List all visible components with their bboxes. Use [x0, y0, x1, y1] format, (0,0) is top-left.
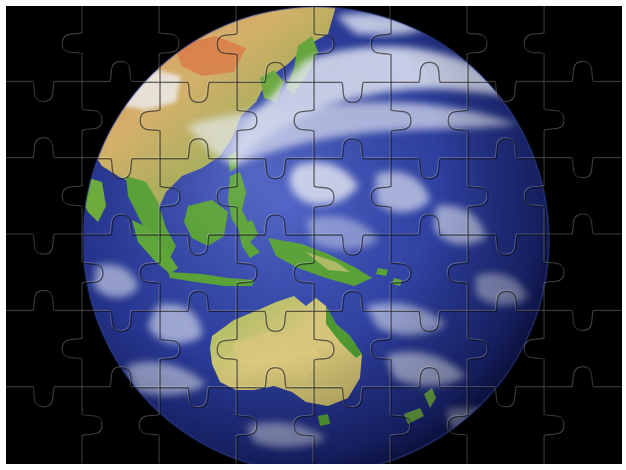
puzzle-cut-col-2 — [139, 6, 181, 464]
puzzle-cut-col-4-highlight — [292, 6, 334, 464]
puzzle-cut-col-7 — [524, 6, 566, 464]
puzzle-board[interactable] — [6, 6, 622, 464]
puzzle-cut-row-3-highlight — [6, 213, 622, 255]
puzzle-piece-grid[interactable] — [6, 6, 622, 464]
puzzle-image[interactable] — [6, 6, 622, 464]
puzzle-cut-col-2-highlight — [138, 6, 180, 464]
puzzle-cut-col-6-highlight — [446, 6, 488, 464]
puzzle-cut-col-6 — [447, 6, 489, 464]
puzzle-cut-col-5 — [370, 6, 412, 464]
puzzle-cut-row-1-highlight — [6, 60, 622, 103]
puzzle-cut-col-4 — [293, 6, 335, 464]
puzzle-cut-col-1 — [62, 6, 104, 464]
puzzle-cut-row-5-highlight — [6, 366, 622, 408]
puzzle-cut-col-1-highlight — [61, 6, 103, 464]
puzzle-cut-col-7-highlight — [523, 6, 565, 464]
puzzle-cut-col-3 — [216, 6, 258, 464]
puzzle-cut-col-3-highlight — [215, 6, 257, 464]
puzzle-cut-col-5-highlight — [369, 6, 411, 464]
